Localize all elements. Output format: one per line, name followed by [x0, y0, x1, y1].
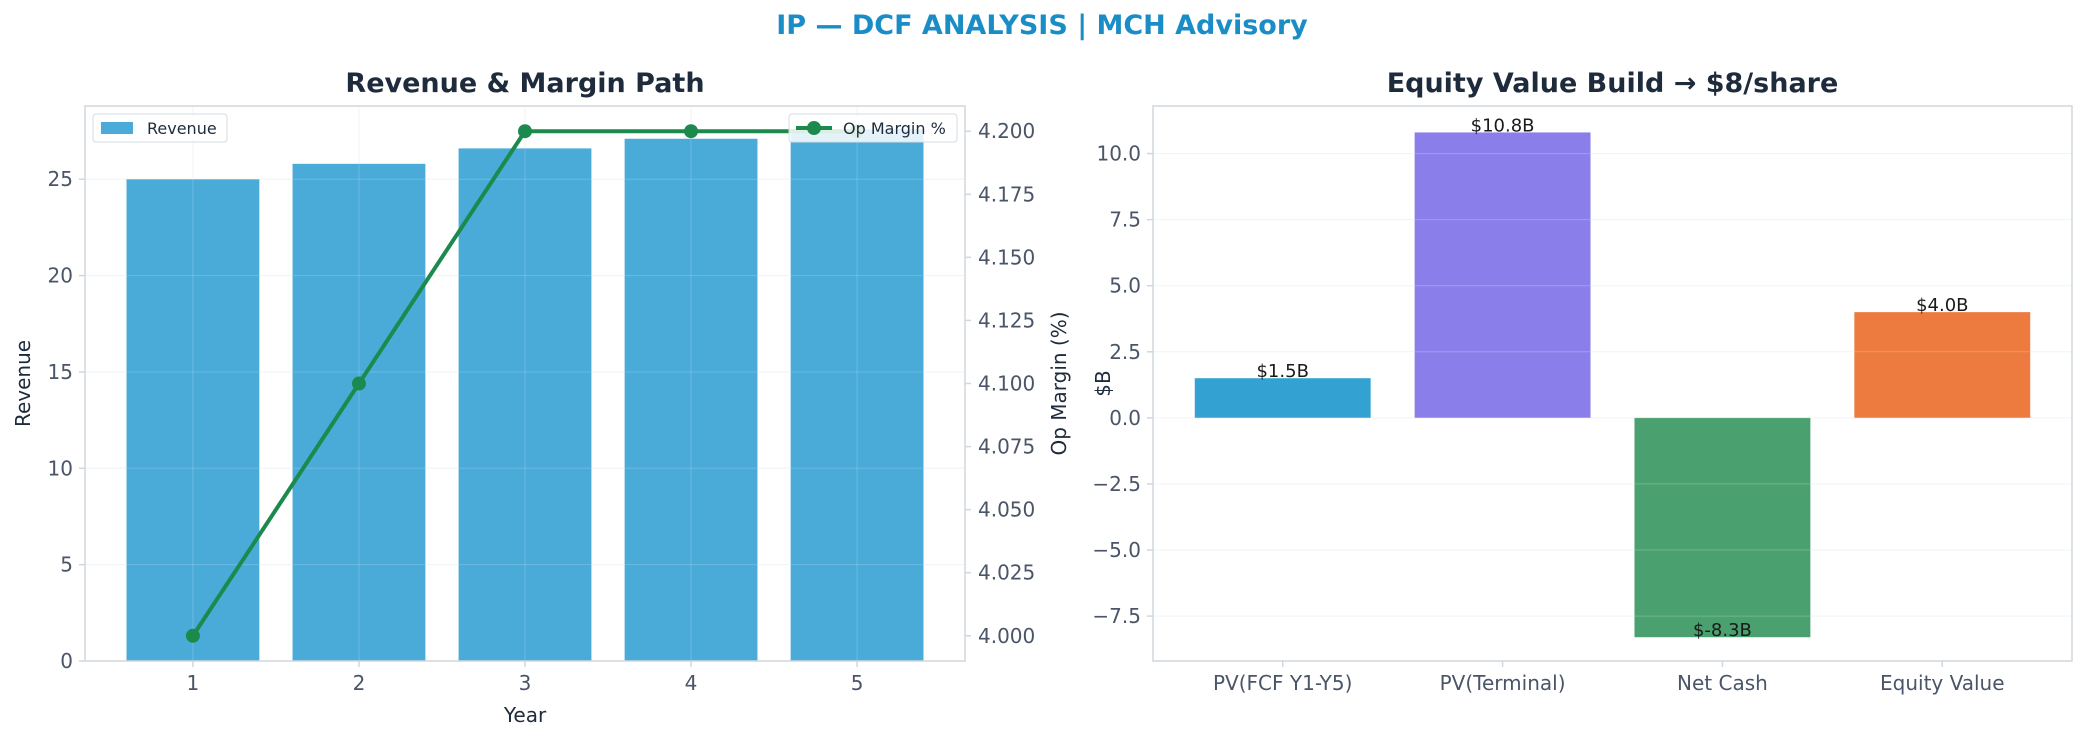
- revenue-y-tick-label: 25: [48, 167, 73, 191]
- revenue-x-axis-label: Year: [503, 703, 547, 727]
- revenue-y-axis-label: Revenue: [11, 340, 35, 427]
- revenue-y-tick-label: 20: [48, 264, 73, 288]
- op-margin-y-tick-label: 4.150: [978, 245, 1035, 269]
- equity-y-tick-label: 10.0: [1096, 142, 1141, 166]
- equity-y-tick-label: 2.5: [1109, 340, 1141, 364]
- op-margin-point: [518, 124, 532, 139]
- equity-y-tick-label: 7.5: [1109, 208, 1141, 232]
- equity-bars: [1153, 132, 2072, 638]
- revenue-legend: Revenue: [92, 113, 228, 143]
- figure-suptitle: IP — DCF ANALYSIS | MCH Advisory: [776, 10, 1308, 41]
- equity-bar-label: $1.5B: [1256, 361, 1308, 382]
- equity-y-tick-label: −5.0: [1092, 538, 1141, 562]
- equity-x-axis: PV(FCF Y1-Y5) PV(Terminal) Net Cash Equity …: [1213, 661, 2005, 695]
- revenue-bar: [624, 138, 758, 661]
- equity-bar-label: $10.8B: [1471, 115, 1535, 136]
- equity-y-tick-label: 0.0: [1109, 406, 1141, 430]
- year-x-axis: 1 2 3 4 5: [187, 661, 864, 695]
- revenue-y-tick-label: 15: [48, 360, 73, 384]
- equity-y-axis: −7.5 −5.0 −2.5 0.0 2.5 5.0 7.5 10.0: [1092, 142, 1153, 628]
- year-x-tick-label: 4: [685, 671, 698, 695]
- revenue-legend-swatch: [101, 122, 133, 134]
- equity-bar-label: $4.0B: [1916, 295, 1968, 316]
- revenue-legend-label: Revenue: [147, 119, 217, 138]
- equity-x-tick-label: PV(FCF Y1-Y5): [1213, 671, 1352, 695]
- equity-bar: [1414, 132, 1591, 418]
- equity-y-tick-label: −7.5: [1092, 604, 1141, 628]
- op-margin-y-tick-label: 4.200: [978, 119, 1035, 143]
- op-margin-point: [351, 376, 366, 391]
- op-margin-point: [684, 124, 699, 139]
- op-margin-y-tick-label: 4.125: [978, 308, 1035, 332]
- equity-chart-title: Equity Value Build → $8/share: [1387, 68, 1839, 99]
- op-margin-y-axis-label: Op Margin (%): [1047, 311, 1071, 455]
- revenue-chart-title: Revenue & Margin Path: [345, 68, 704, 99]
- equity-x-tick-label: Equity Value: [1880, 671, 2005, 695]
- op-margin-y-tick-label: 4.000: [978, 624, 1035, 648]
- op-margin-legend-marker: [807, 121, 821, 135]
- revenue-y-tick-label: 5: [60, 553, 73, 577]
- year-x-tick-label: 2: [353, 671, 366, 695]
- equity-bar: [1194, 378, 1371, 418]
- year-x-tick-label: 3: [519, 671, 532, 695]
- equity-y-tick-label: −2.5: [1092, 472, 1141, 496]
- equity-bar-label: $-8.3B: [1693, 620, 1752, 641]
- op-margin-legend-label: Op Margin %: [843, 119, 946, 138]
- year-x-tick-label: 5: [851, 671, 864, 695]
- revenue-bar: [458, 148, 592, 662]
- op-margin-y-tick-label: 4.100: [978, 372, 1035, 396]
- equity-bar: [1634, 417, 1811, 638]
- revenue-bar: [292, 163, 426, 661]
- equity-axes-frame: [1152, 105, 2073, 662]
- equity-x-tick-label: PV(Terminal): [1440, 671, 1566, 695]
- revenue-bar: [790, 129, 924, 661]
- revenue-y-tick-label: 10: [48, 456, 73, 480]
- equity-x-tick-label: Net Cash: [1677, 671, 1768, 695]
- op-margin-y-tick-label: 4.175: [978, 182, 1035, 206]
- equity-axes-border: [1152, 105, 2073, 662]
- year-x-tick-label: 1: [187, 671, 200, 695]
- revenue-y-tick-label: 0: [60, 649, 73, 673]
- revenue-bar: [126, 179, 260, 661]
- op-margin-point: [185, 628, 200, 643]
- op-margin-y-axis: 4.000 4.025 4.050 4.075 4.100 4.125 4.150 4.175…: [965, 119, 1035, 648]
- revenue-bars: [85, 106, 965, 662]
- equity-bar-labels: $1.5B $10.8B $-8.3B $4.0B: [1256, 115, 1968, 641]
- equity-y-tick-label: 5.0: [1109, 274, 1141, 298]
- revenue-legend-box: [92, 113, 228, 143]
- op-margin-legend-box: [788, 113, 958, 143]
- equity-y-axis-label: $B: [1091, 370, 1115, 396]
- op-margin-legend: Op Margin %: [788, 113, 958, 143]
- op-margin-y-tick-label: 4.075: [978, 435, 1035, 459]
- op-margin-y-tick-label: 4.050: [978, 498, 1035, 522]
- op-margin-y-tick-label: 4.025: [978, 561, 1035, 585]
- equity-build-chart: $1.5B $10.8B $-8.3B $4.0B −7.5 −5.0 −2.5 0.0 2.…: [1091, 68, 2073, 695]
- equity-bar: [1854, 312, 2031, 418]
- revenue-y-axis: 0 5 10 15 20 25: [48, 167, 85, 673]
